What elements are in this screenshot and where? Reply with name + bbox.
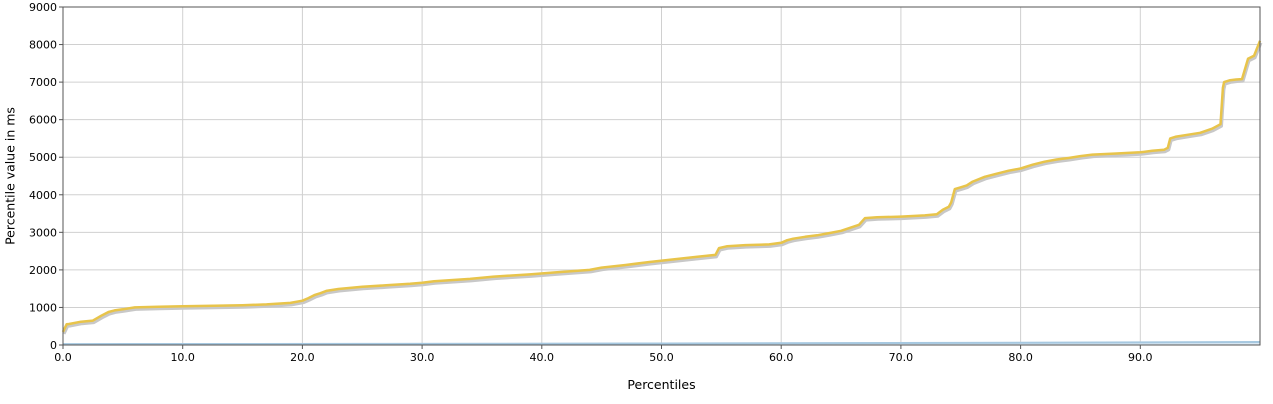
- x-tick-label: 80.0: [1008, 351, 1033, 364]
- series-1-shadow: [62, 42, 1263, 335]
- y-tick-label: 9000: [29, 1, 57, 14]
- tick-layer: 0.0 10.0 20.0 30.0 40.0 50.0 60.0 70.0 80.0 90.0 0…: [29, 1, 1153, 364]
- y-tick-label: 3000: [29, 226, 57, 239]
- y-tick-label: 5000: [29, 151, 57, 164]
- grid-layer: [63, 7, 1260, 345]
- y-tick-label: 7000: [29, 76, 57, 89]
- x-tick-label: 90.0: [1128, 351, 1153, 364]
- x-tick-label: 60.0: [769, 351, 794, 364]
- y-tick-label: 6000: [29, 114, 57, 127]
- y-tick-label: 2000: [29, 264, 57, 277]
- x-axis-title: Percentiles: [627, 377, 695, 392]
- x-tick-label: 0.0: [54, 351, 72, 364]
- x-tick-label: 40.0: [530, 351, 555, 364]
- y-tick-label: 8000: [29, 39, 57, 52]
- x-tick-label: 10.0: [170, 351, 195, 364]
- series-1-line: [61, 40, 1262, 333]
- x-tick-label: 20.0: [290, 351, 315, 364]
- y-tick-label: 4000: [29, 189, 57, 202]
- y-tick-label: 0: [50, 339, 57, 352]
- series-layer: [61, 40, 1263, 346]
- x-tick-label: 30.0: [410, 351, 435, 364]
- y-axis-title: Percentile value in ms: [3, 107, 18, 245]
- y-tick-label: 1000: [29, 301, 57, 314]
- x-tick-label: 70.0: [889, 351, 914, 364]
- x-tick-label: 50.0: [649, 351, 674, 364]
- series-2-line: [62, 341, 1261, 346]
